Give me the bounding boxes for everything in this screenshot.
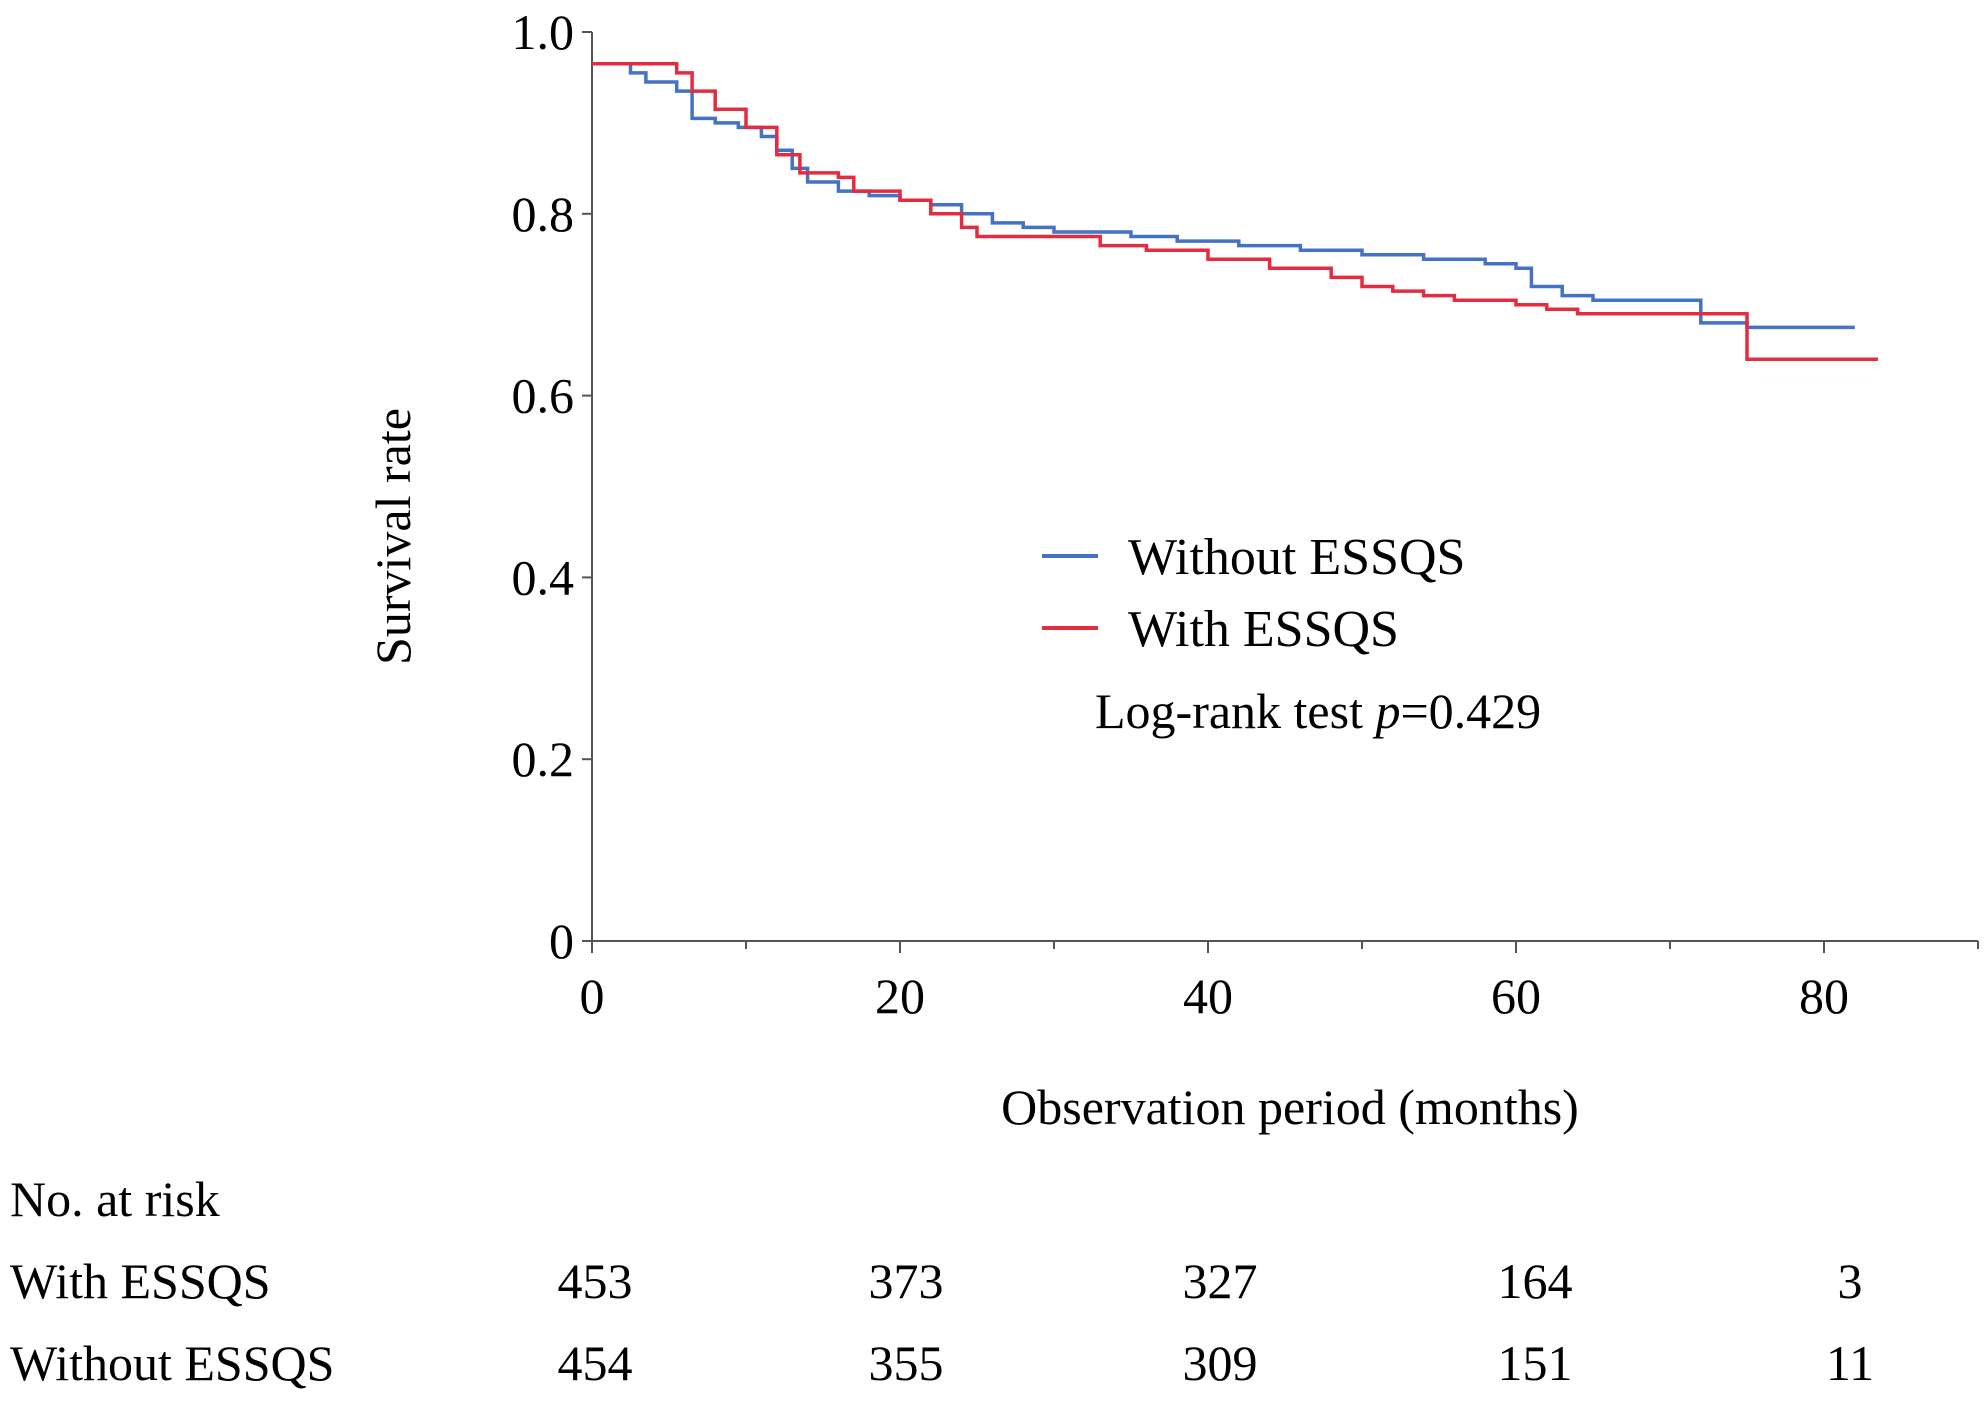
risk-cell: 164 (1498, 1253, 1573, 1309)
series-line-without-essqs (592, 62, 1855, 330)
x-tick-label: 60 (1491, 968, 1541, 1024)
risk-cell: 3 (1838, 1253, 1863, 1309)
series-layer (592, 62, 1878, 361)
annotation-prefix: Log-rank test (1095, 683, 1375, 739)
y-tick-label: 0.8 (512, 186, 575, 242)
series-line-with-essqs (592, 62, 1878, 361)
legend-label-with-essqs: With ESSQS (1128, 601, 1399, 658)
x-tick-label: 20 (875, 968, 925, 1024)
risk-cell: 327 (1183, 1253, 1258, 1309)
legend-label-without-essqs: Without ESSQS (1128, 529, 1465, 586)
risk-cell: 454 (558, 1335, 633, 1391)
x-tick-label: 40 (1183, 968, 1233, 1024)
y-tick-label: 0.4 (512, 549, 575, 605)
risk-table: No. at risk With ESSQS 453 373 327 164 3 Witho… (10, 1171, 1874, 1391)
y-ticks: 0 0.2 0.4 0.6 0.8 1.0 (512, 4, 592, 969)
log-rank-annotation: Log-rank test p=0.429 (1095, 683, 1541, 739)
y-tick-label: 0.2 (512, 731, 575, 787)
risk-table-title: No. at risk (10, 1171, 220, 1227)
x-axis-title: Observation period (months) (1001, 1079, 1579, 1135)
y-tick-label: 0 (549, 913, 574, 969)
risk-cell: 309 (1183, 1335, 1258, 1391)
y-tick-label: 0.6 (512, 368, 575, 424)
risk-row-label: With ESSQS (10, 1253, 271, 1309)
risk-cell: 151 (1498, 1335, 1573, 1391)
axes (591, 32, 1978, 942)
annotation-p: p (1372, 683, 1400, 739)
x-tick-label: 80 (1799, 968, 1849, 1024)
risk-row-label: Without ESSQS (10, 1335, 334, 1391)
risk-cell: 11 (1826, 1335, 1874, 1391)
risk-cell: 355 (869, 1335, 944, 1391)
risk-rows: With ESSQS 453 373 327 164 3 Without ESSQS 454 3… (10, 1253, 1874, 1391)
legend: Without ESSQS With ESSQS (1042, 529, 1465, 658)
risk-cell: 373 (869, 1253, 944, 1309)
y-axis-title: Survival rate (365, 408, 421, 665)
x-ticks: 0 20 40 60 80 (580, 941, 1979, 1024)
annotation-suffix: =0.429 (1400, 683, 1541, 739)
x-tick-label: 0 (580, 968, 605, 1024)
risk-cell: 453 (558, 1253, 633, 1309)
y-tick-label: 1.0 (512, 4, 575, 60)
